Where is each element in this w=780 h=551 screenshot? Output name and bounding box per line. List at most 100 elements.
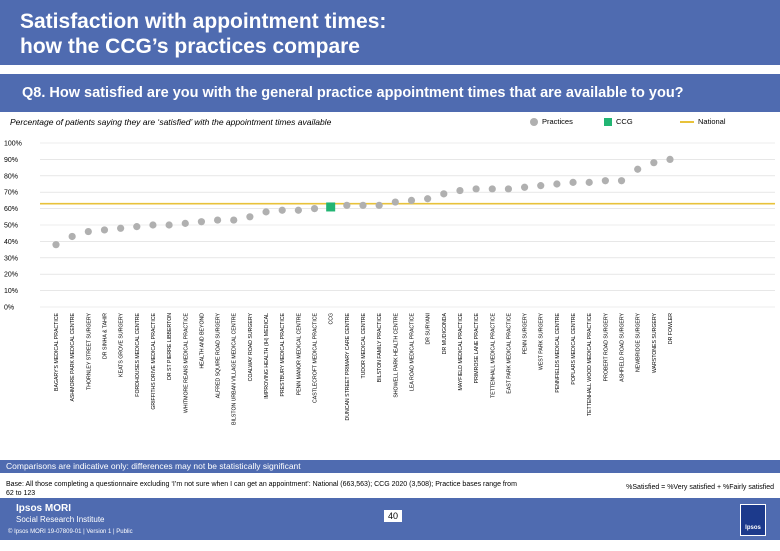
page-title: Satisfaction with appointment times: how… xyxy=(20,9,720,59)
y-tick-label: 80% xyxy=(4,173,18,180)
practice-point xyxy=(52,241,60,249)
x-tick-label: HEALTH AND BEYOND xyxy=(199,313,205,369)
practice-point xyxy=(197,218,206,226)
title-line-2: how the CCG’s practices compare xyxy=(20,35,360,58)
practice-point xyxy=(456,186,464,195)
footer: Ipsos MORI Social Research Institute © I… xyxy=(0,498,780,540)
x-tick-label: TUDOR MEDICAL CENTRE xyxy=(361,312,367,378)
question-banner: Q8. How satisfied are you with the gener… xyxy=(0,74,780,112)
practice-point xyxy=(278,206,286,214)
legend-ccg-label: CCG xyxy=(616,117,633,126)
x-tick-label: PRESTBURY MEDICAL PRACTICE xyxy=(280,312,286,396)
practice-point xyxy=(617,177,626,185)
chart-subtitle: Percentage of patients saying they are ‘… xyxy=(10,117,332,127)
brand-name: Ipsos MORI xyxy=(16,503,72,514)
y-tick-label: 100% xyxy=(4,141,22,148)
x-tick-label: FORDHOUSES MEDICAL CENTRE xyxy=(135,312,141,396)
x-tick-label: DR MUDIGONDA xyxy=(442,312,448,354)
x-tick-label: PENN SURGERY xyxy=(523,312,529,354)
x-tick-label: IMPROVING HEALTH (IH) MEDICAL xyxy=(264,313,270,399)
practice-point xyxy=(520,183,529,191)
practice-point xyxy=(488,185,496,193)
caveat-text: Comparisons are indicative only: differe… xyxy=(6,461,301,471)
practice-point xyxy=(165,221,173,229)
practice-point xyxy=(262,208,270,216)
title-line-1: Satisfaction with appointment times: xyxy=(20,10,387,33)
practice-point xyxy=(230,216,238,224)
ccg-point xyxy=(326,202,336,212)
x-tick-label: BILSTON URBAN VILLAGE MEDICAL CENTRE xyxy=(232,312,238,424)
practice-point xyxy=(84,227,92,236)
chart-marks xyxy=(52,155,674,249)
practice-point xyxy=(375,201,383,209)
x-tick-label: DR SURYANI xyxy=(426,313,432,345)
satisfaction-chart: 0% 10% 20% 30% 40% 50% 60% 70% 80% 90% 100% BAGARY… xyxy=(4,141,775,425)
practice-point xyxy=(294,206,302,214)
practice-point xyxy=(149,221,157,229)
practice-point xyxy=(504,185,513,193)
chart-grid xyxy=(40,142,775,308)
brand-institute: Social Research Institute xyxy=(16,515,105,524)
practice-point xyxy=(585,178,593,186)
x-tick-label: TETTENHALL WOOD MEDICAL PRACTICE xyxy=(587,312,593,416)
x-tick-label: MAYFIELD MEDICAL PRACTICE xyxy=(458,312,464,390)
caveat-banner: Comparisons are indicative only: differe… xyxy=(0,460,780,473)
practice-point xyxy=(601,177,609,185)
y-tick-label: 20% xyxy=(4,272,18,279)
practice-point xyxy=(650,159,658,167)
practice-point xyxy=(634,165,642,173)
x-tick-label: ALFRED SQUIRE ROAD SURGERY xyxy=(216,312,222,398)
x-tick-label: WHITMORE REANS MEDICAL PRACTICE xyxy=(183,312,189,413)
page-number: 40 xyxy=(384,510,403,522)
x-tick-label: PENNFIELDS MEDICAL CENTRE xyxy=(555,312,561,392)
practice-point xyxy=(100,226,109,234)
x-tick-label: BILSTON FAMILY PRACTICE xyxy=(377,312,383,382)
practice-point xyxy=(391,198,399,206)
practice-point xyxy=(359,201,367,209)
x-tick-label: DR FOWLER xyxy=(668,313,674,344)
y-tick-label: 50% xyxy=(4,223,18,230)
y-axis: 0% 10% 20% 30% 40% 50% 60% 70% 80% 90% 100% xyxy=(4,141,22,312)
practice-point xyxy=(440,190,448,198)
x-tick-label: PRIMROSE LANE PRACTICE xyxy=(474,312,480,383)
practice-point xyxy=(569,178,577,186)
x-tick-label: PROBERT ROAD SURGERY xyxy=(603,312,609,381)
question-text: Q8. How satisfied are you with the gener… xyxy=(22,85,684,101)
x-tick-label: DUNCAN STREET PRIMARY CARE CENTRE xyxy=(345,312,351,420)
x-tick-label: GRIFFITHS DRIVE MEDICAL PRACTICE xyxy=(151,312,157,409)
practice-point xyxy=(68,232,76,241)
x-tick-label: CASTLECROFT MEDICAL PRACTICE xyxy=(313,312,319,402)
x-tick-label: WARSTONES SURGERY xyxy=(652,312,658,373)
base-note: Base: All those completing a questionnai… xyxy=(6,481,517,497)
x-tick-label: TETTENHALL MEDICAL PRACTICE xyxy=(490,312,496,397)
ipsos-logo: Ipsos xyxy=(740,504,766,536)
x-tick-label: EAST PARK MEDICAL PRACTICE xyxy=(506,312,512,393)
copyright: © Ipsos MORI 19-07809-01 | Version 1 | P… xyxy=(8,529,133,535)
x-tick-label: CCG xyxy=(329,313,335,325)
x-tick-label: BAGARY'S MEDICAL PRACTICE xyxy=(54,312,60,390)
x-tick-label: DR SINHA & TAHIR xyxy=(102,313,108,359)
y-tick-label: 10% xyxy=(4,288,18,295)
y-tick-label: 60% xyxy=(4,206,18,213)
x-tick-label: NEWBRIDGE SURGERY xyxy=(636,312,642,372)
legend-ccg: CCG xyxy=(604,117,633,126)
x-tick-label: KEATS GROVE SURGERY xyxy=(119,312,125,376)
x-tick-label: SHOWELL PARK HEALTH CENTRE xyxy=(393,312,399,397)
y-tick-label: 70% xyxy=(4,190,18,197)
legend-practices: Practices xyxy=(530,117,573,126)
legend-national-label: National xyxy=(698,117,726,126)
practice-point xyxy=(181,219,189,227)
practice-point xyxy=(343,201,351,209)
x-tick-label: ASHFIELD ROAD SURGERY xyxy=(620,312,626,381)
x-tick-label: LEA ROAD MEDICAL PRACTICE xyxy=(409,312,415,390)
x-tick-label: WEST PARK SURGERY xyxy=(539,312,545,370)
x-tick-label: ASHMORE PARK MEDICAL CENTRE xyxy=(70,312,76,401)
x-tick-label: DR ST PIERRE LIBBERTON xyxy=(167,313,173,380)
practice-dot-icon xyxy=(530,117,538,126)
x-tick-label: THORNLEY STREET SURGERY xyxy=(86,312,92,390)
practice-point xyxy=(553,180,561,188)
y-tick-label: 40% xyxy=(4,239,18,246)
practice-point xyxy=(424,195,432,203)
satisfied-definition: %Satisfied = %Very satisfied + %Fairly s… xyxy=(626,484,774,491)
practice-point xyxy=(472,185,480,193)
